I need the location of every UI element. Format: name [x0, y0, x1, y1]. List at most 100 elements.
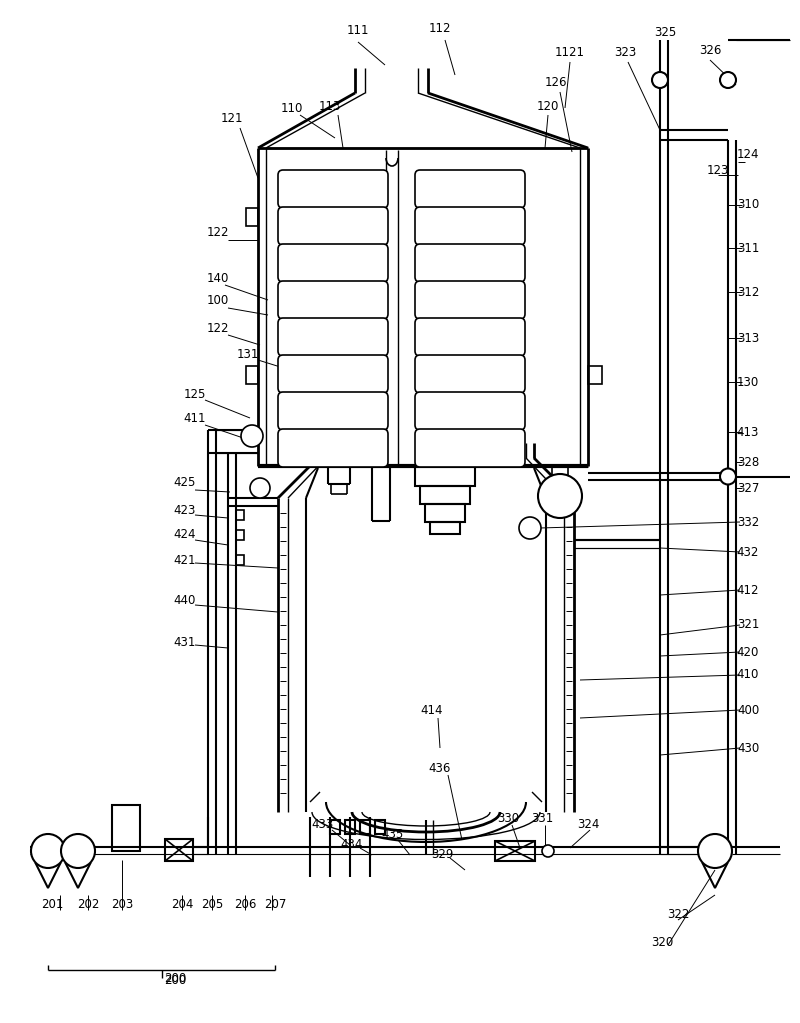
Text: 424: 424	[174, 529, 196, 541]
Text: 205: 205	[201, 898, 223, 911]
Text: 120: 120	[537, 100, 559, 114]
Text: 121: 121	[221, 112, 243, 125]
FancyBboxPatch shape	[415, 318, 525, 356]
Bar	[495, 841, 535, 861]
Text: 320: 320	[651, 935, 673, 948]
Text: 400: 400	[737, 704, 759, 716]
Bar	[588, 366, 602, 384]
Bar	[360, 820, 370, 834]
Bar	[246, 208, 258, 226]
Text: 313: 313	[737, 331, 759, 345]
Text: 206: 206	[234, 898, 256, 911]
Text: 332: 332	[737, 516, 759, 529]
Text: 310: 310	[737, 198, 759, 212]
Text: 140: 140	[207, 271, 229, 284]
FancyBboxPatch shape	[278, 170, 388, 208]
Text: 413: 413	[737, 426, 759, 439]
Text: 440: 440	[174, 593, 196, 607]
Bar	[375, 820, 385, 834]
Text: 412: 412	[737, 583, 759, 596]
FancyBboxPatch shape	[278, 318, 388, 356]
Bar	[165, 839, 193, 861]
FancyBboxPatch shape	[278, 244, 388, 282]
Polygon shape	[66, 864, 90, 888]
Text: 434: 434	[341, 839, 363, 851]
Text: 131: 131	[237, 349, 259, 361]
Text: 122: 122	[206, 225, 230, 238]
Text: 311: 311	[737, 241, 759, 255]
Text: 200: 200	[164, 974, 186, 986]
Text: 431: 431	[174, 635, 196, 649]
Text: 323: 323	[614, 45, 636, 58]
FancyBboxPatch shape	[278, 281, 388, 319]
Circle shape	[542, 845, 554, 857]
Text: 207: 207	[264, 898, 286, 911]
Text: 113: 113	[319, 99, 341, 113]
Text: 124: 124	[737, 148, 759, 162]
Bar	[415, 466, 475, 486]
Text: 435: 435	[381, 829, 403, 842]
Circle shape	[720, 72, 736, 88]
Text: 122: 122	[206, 321, 230, 335]
FancyBboxPatch shape	[415, 392, 525, 430]
Bar	[112, 805, 140, 851]
Text: 111: 111	[346, 24, 370, 37]
Text: 130: 130	[737, 375, 759, 389]
Text: 112: 112	[429, 21, 451, 35]
FancyBboxPatch shape	[278, 355, 388, 393]
Circle shape	[241, 425, 263, 447]
Circle shape	[250, 478, 270, 498]
Text: 425: 425	[174, 477, 196, 489]
Text: 430: 430	[737, 742, 759, 755]
Circle shape	[519, 517, 541, 539]
Text: 312: 312	[737, 285, 759, 299]
FancyBboxPatch shape	[278, 207, 388, 244]
Text: 436: 436	[429, 761, 451, 774]
Bar	[345, 820, 355, 834]
Text: 331: 331	[531, 811, 553, 825]
Text: 201: 201	[41, 898, 63, 911]
FancyBboxPatch shape	[278, 429, 388, 468]
Bar	[552, 466, 568, 496]
Text: 327: 327	[737, 482, 759, 494]
Text: 126: 126	[545, 76, 567, 89]
Text: 328: 328	[737, 455, 759, 469]
Text: 321: 321	[737, 619, 759, 631]
Text: 100: 100	[207, 294, 229, 307]
FancyBboxPatch shape	[415, 207, 525, 244]
Circle shape	[652, 72, 668, 88]
Circle shape	[698, 834, 732, 868]
Bar	[330, 820, 340, 834]
Text: 322: 322	[667, 908, 689, 922]
Text: 410: 410	[737, 668, 759, 681]
Circle shape	[538, 474, 582, 518]
FancyBboxPatch shape	[278, 392, 388, 430]
Text: 324: 324	[577, 818, 599, 832]
Text: 123: 123	[707, 164, 729, 177]
Text: 203: 203	[111, 898, 133, 911]
Text: 202: 202	[77, 898, 99, 911]
Text: 110: 110	[281, 101, 303, 115]
Text: 420: 420	[737, 646, 759, 659]
Text: 423: 423	[174, 503, 196, 517]
Bar	[236, 555, 244, 565]
Text: 1121: 1121	[555, 45, 585, 58]
Bar	[236, 510, 244, 520]
Text: 200: 200	[164, 972, 186, 984]
Bar	[430, 522, 460, 534]
FancyBboxPatch shape	[415, 355, 525, 393]
Bar	[425, 504, 465, 522]
Circle shape	[61, 834, 95, 868]
FancyBboxPatch shape	[415, 281, 525, 319]
Text: 325: 325	[654, 26, 676, 39]
Text: 329: 329	[431, 848, 453, 861]
Circle shape	[720, 469, 736, 485]
Polygon shape	[703, 864, 727, 888]
FancyBboxPatch shape	[415, 244, 525, 282]
FancyBboxPatch shape	[415, 170, 525, 208]
Circle shape	[31, 834, 65, 868]
Bar	[420, 486, 470, 504]
Text: 414: 414	[421, 704, 443, 716]
Bar	[236, 530, 244, 540]
Text: 125: 125	[184, 389, 206, 401]
